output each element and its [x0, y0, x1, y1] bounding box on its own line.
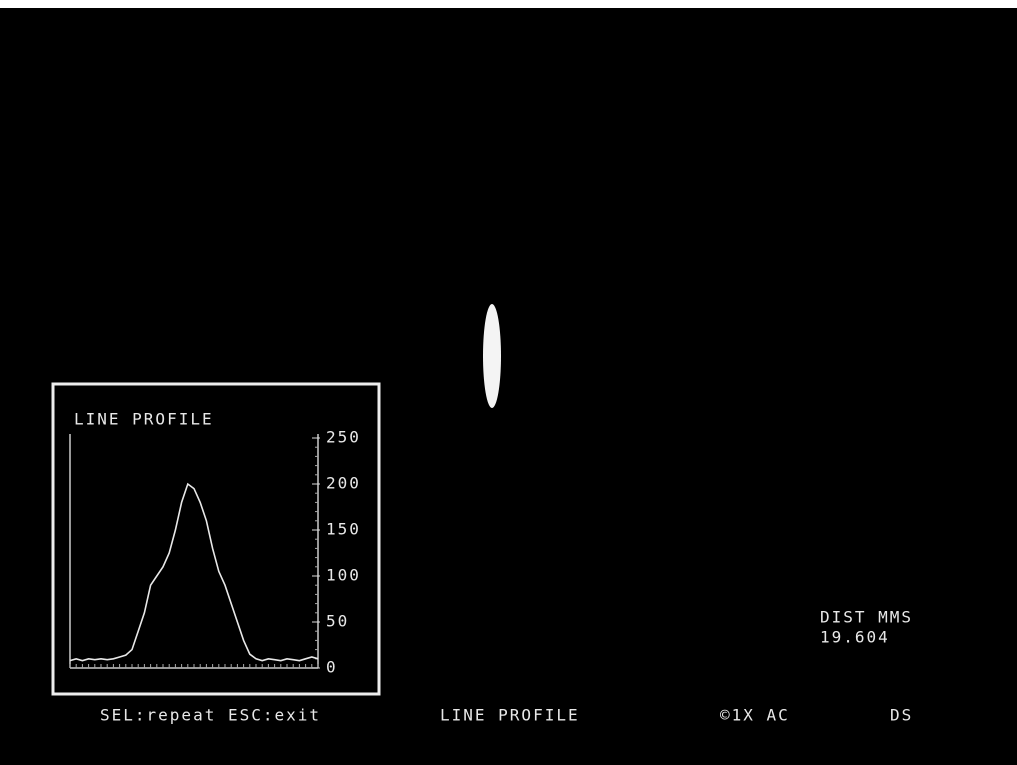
y-tick-label: 100	[326, 566, 361, 585]
status-mode: LINE PROFILE	[440, 706, 580, 725]
y-tick-label: 150	[326, 520, 361, 539]
status-hint: SEL:repeat ESC:exit	[100, 706, 321, 725]
chart-title: LINE PROFILE	[74, 410, 214, 429]
status-zoom: ©1X AC	[720, 706, 790, 725]
image-object	[483, 304, 501, 408]
display	[0, 8, 1017, 765]
y-tick-label: 250	[326, 428, 361, 447]
readout-value: 19.604	[820, 628, 890, 647]
y-tick-label: 0	[326, 658, 338, 677]
page: {"chart_data": {"type": "line", "title":…	[0, 0, 1017, 765]
status-flag: DS	[890, 706, 913, 725]
y-tick-label: 50	[326, 612, 349, 631]
readout-label: DIST MMS	[820, 608, 913, 627]
screen: LINE PROFILE DIST MMS 19.604 SEL:repeat …	[0, 0, 1017, 765]
y-tick-label: 200	[326, 474, 361, 493]
